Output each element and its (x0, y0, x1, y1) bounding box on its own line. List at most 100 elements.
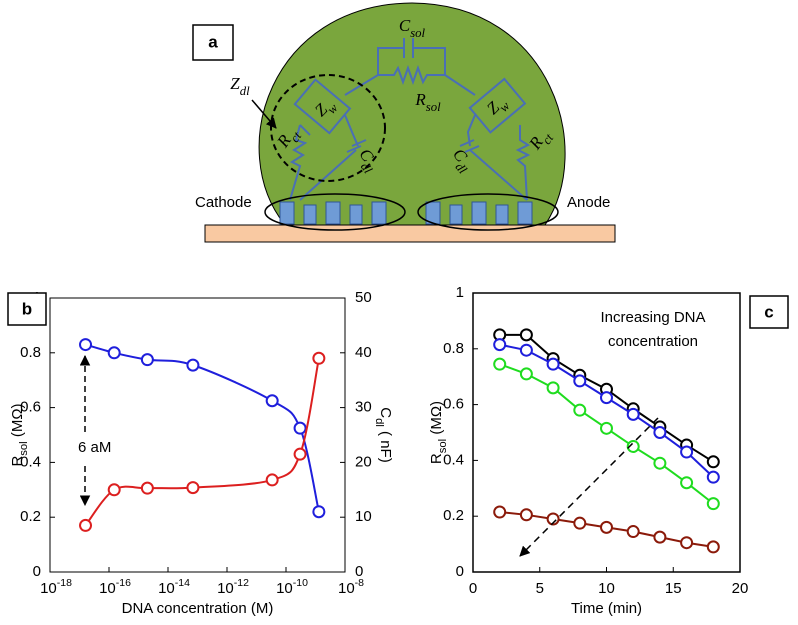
cathode-label: Cathode (195, 194, 252, 211)
data-point (546, 357, 560, 371)
plot-frame (49, 297, 346, 573)
y-tick-label: 0.4 (20, 453, 41, 470)
y-tick-label: 1 (456, 284, 464, 301)
y-tick-label: 0.6 (20, 399, 41, 416)
x-tick-label-base: 10 (99, 580, 116, 597)
x-axis-label: DNA concentration (M) (122, 600, 274, 617)
substrate (204, 224, 616, 243)
y-tick-label: 0.8 (20, 344, 41, 361)
y-axis-label-part: (MΩ) (428, 401, 445, 439)
x-tick-label: 10-14 (158, 577, 190, 597)
data-point (519, 367, 533, 381)
anode-label: Anode (567, 194, 610, 211)
electrodes (279, 201, 533, 225)
data-point (546, 381, 560, 395)
pointer-arrow (251, 99, 277, 129)
x-tick-label-exp: -8 (355, 577, 364, 589)
x-tick-label-exp: -14 (175, 577, 190, 589)
circuit-label-part: R (414, 90, 426, 109)
circuit-label: Rsol (414, 90, 441, 114)
data-point (140, 481, 154, 495)
data-point (265, 394, 279, 408)
x-tick-label: 10 (598, 580, 615, 597)
circuit-label: Zdl (230, 74, 250, 98)
annotation: Increasing DNA (600, 309, 705, 326)
circuit-label: Csol (399, 16, 426, 40)
y-tick-label: 0.2 (443, 507, 464, 524)
panel-label-box (192, 24, 234, 61)
y-axis-label: Rsol (MΩ) (428, 401, 449, 464)
data-point (519, 343, 533, 357)
y2-tick-label: 0 (355, 563, 363, 580)
data-point (600, 421, 613, 435)
data-point (186, 358, 200, 372)
data-point (573, 374, 587, 388)
data-point (626, 525, 640, 539)
data-point (186, 481, 200, 495)
data-point (493, 357, 507, 371)
data-point (493, 338, 507, 352)
data-point (706, 470, 720, 484)
data-point (140, 353, 154, 367)
data-point (312, 505, 326, 519)
data-point (79, 338, 93, 352)
x-tick-label-base: 10 (158, 580, 175, 597)
y-tick-label: 0 (33, 563, 41, 580)
x-tick-label: 0 (469, 580, 477, 597)
data-point (680, 476, 694, 490)
data-point (706, 540, 720, 554)
circuit-label-part: dl (240, 84, 250, 98)
x-tick-label-base: 10 (40, 580, 57, 597)
y2-axis-label-part: ( nF) (377, 427, 394, 463)
y2-axis-label-part: dl (373, 418, 385, 427)
annotation: 6 aM (78, 439, 111, 456)
data-point (519, 508, 533, 522)
data-point (546, 512, 560, 526)
data-point (626, 407, 640, 421)
anode-outline (417, 193, 559, 231)
y-axis-label-part: sol (437, 439, 449, 453)
data-point (680, 445, 694, 459)
x-tick-label: 15 (665, 580, 682, 597)
data-point (680, 536, 694, 550)
y2-tick-label: 20 (355, 453, 372, 470)
data-point (653, 456, 667, 470)
circuit-label-part: sol (410, 26, 425, 40)
x-tick-label: 5 (536, 580, 544, 597)
y-tick-label: 0.2 (20, 508, 41, 525)
x-tick-label: 10-8 (338, 577, 364, 597)
y-tick-label: 0.6 (443, 396, 464, 413)
data-point (706, 497, 720, 511)
x-tick-label-exp: -16 (116, 577, 131, 589)
cathode-outline (264, 193, 406, 231)
circuit-label-part: Z (230, 74, 240, 93)
data-point (653, 530, 667, 544)
x-tick-label-base: 10 (217, 580, 234, 597)
y-axis-label-part: (MΩ) (9, 403, 26, 441)
annotation-arrow (519, 417, 659, 557)
x-tick-label: 10-18 (40, 577, 72, 597)
data-point (626, 439, 640, 453)
y2-axis-label: Cdl ( nF) (373, 407, 394, 462)
data-point (600, 391, 613, 405)
y-tick-label: 0.4 (443, 451, 464, 468)
y2-tick-label: 30 (355, 399, 372, 416)
y2-axis-label-part: C (377, 407, 394, 418)
y2-tick-label: 50 (355, 289, 372, 306)
panel-label: b (22, 299, 32, 318)
x-tick-label: 10-10 (276, 577, 308, 597)
x-tick-label-base: 10 (338, 580, 355, 597)
y-tick-label: 0.8 (443, 340, 464, 357)
data-point (573, 403, 587, 417)
panel-label: c (764, 302, 773, 321)
circuit-diagram: a Cathode Anode (192, 2, 616, 243)
y-axis-label-part: R (428, 453, 445, 464)
panel-label-box (749, 295, 789, 329)
data-point (493, 505, 507, 519)
x-tick-label: 10-12 (217, 577, 249, 597)
x-tick-label-base: 10 (276, 580, 293, 597)
x-tick-label: 10-16 (99, 577, 131, 597)
data-point (293, 447, 307, 461)
y-axis-label-part: R (9, 456, 26, 467)
data-point (293, 421, 307, 435)
